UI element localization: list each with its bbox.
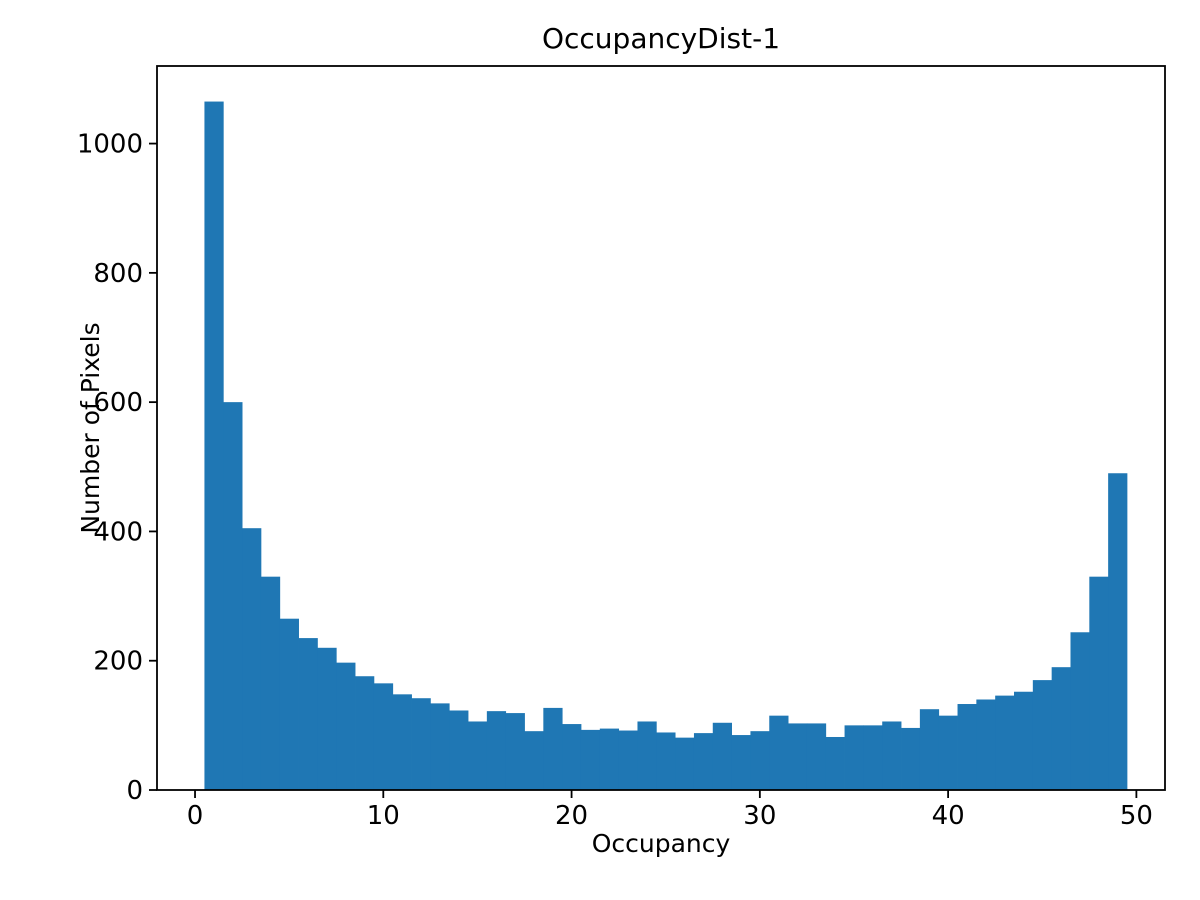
histogram-bar xyxy=(750,731,770,790)
histogram-bar xyxy=(731,735,751,790)
histogram-bar xyxy=(580,729,601,790)
histogram-bar xyxy=(938,715,958,790)
histogram-bar xyxy=(449,710,469,790)
histogram-bar xyxy=(769,715,789,790)
histogram-bar xyxy=(693,733,714,790)
x-axis-label: Occupancy xyxy=(592,829,731,858)
histogram-bar xyxy=(317,647,337,790)
y-tick-label: 400 xyxy=(93,517,143,547)
chart-title: OccupancyDist-1 xyxy=(542,22,780,55)
histogram-bar xyxy=(712,722,732,790)
histogram-bar xyxy=(1070,632,1090,790)
histogram-bar xyxy=(788,723,808,790)
histogram-bar xyxy=(1108,473,1128,790)
histogram-bar xyxy=(430,703,450,790)
histogram-bar xyxy=(656,732,676,790)
histogram-bar xyxy=(957,704,977,790)
histogram-bar xyxy=(976,699,996,790)
y-tick-label: 800 xyxy=(93,259,143,289)
histogram-bar xyxy=(844,725,864,790)
histogram-bar xyxy=(995,695,1015,790)
histogram-bar xyxy=(1032,680,1053,790)
y-tick-label: 600 xyxy=(93,388,143,418)
bars-layer xyxy=(204,101,1128,791)
x-tick-label: 40 xyxy=(932,801,965,831)
x-tick-label: 50 xyxy=(1120,801,1153,831)
y-tick-label: 200 xyxy=(93,647,143,677)
histogram-bar xyxy=(204,101,224,791)
histogram-bar xyxy=(336,662,356,790)
histogram-bar xyxy=(1014,691,1034,790)
histogram-bar xyxy=(373,683,394,790)
histogram-bar xyxy=(675,737,695,790)
y-axis-label: Number of Pixels xyxy=(76,322,105,533)
y-tick-label: 1000 xyxy=(77,130,143,160)
histogram-bar xyxy=(825,736,845,790)
histogram-bar xyxy=(223,402,243,790)
histogram-bar xyxy=(1051,667,1071,790)
axes-layer xyxy=(149,65,1166,798)
histogram-bar xyxy=(543,707,563,790)
x-tick-label: 20 xyxy=(555,801,588,831)
histogram-bar xyxy=(468,721,488,790)
histogram-bar xyxy=(806,723,827,790)
histogram-bar xyxy=(863,725,883,790)
histogram-bar xyxy=(355,676,375,790)
histogram-bar xyxy=(637,721,657,790)
histogram-bar xyxy=(392,694,412,790)
histogram-bar xyxy=(1089,576,1109,790)
histogram-bar xyxy=(901,727,921,790)
histogram-bar xyxy=(599,728,620,790)
x-tick-label: 30 xyxy=(743,801,776,831)
histogram-bar xyxy=(524,731,544,790)
x-tick-label: 10 xyxy=(367,801,400,831)
histogram-bar xyxy=(279,618,299,790)
y-tick-label: 0 xyxy=(126,776,143,806)
histogram-bar xyxy=(919,709,940,790)
tick-labels-layer: 0 10 20 30 40 50 0 200 400 600 800 1000 xyxy=(77,130,1153,831)
histogram-bar xyxy=(486,711,507,790)
histogram-bar xyxy=(260,576,281,790)
histogram-bar xyxy=(411,698,431,790)
histogram-bar xyxy=(298,638,318,790)
x-tick-label: 0 xyxy=(187,801,204,831)
histogram-bar xyxy=(618,730,638,790)
histogram-bar xyxy=(562,724,582,790)
histogram-bar xyxy=(505,713,525,790)
histogram-bar xyxy=(882,721,902,790)
histogram-bar xyxy=(242,528,262,790)
